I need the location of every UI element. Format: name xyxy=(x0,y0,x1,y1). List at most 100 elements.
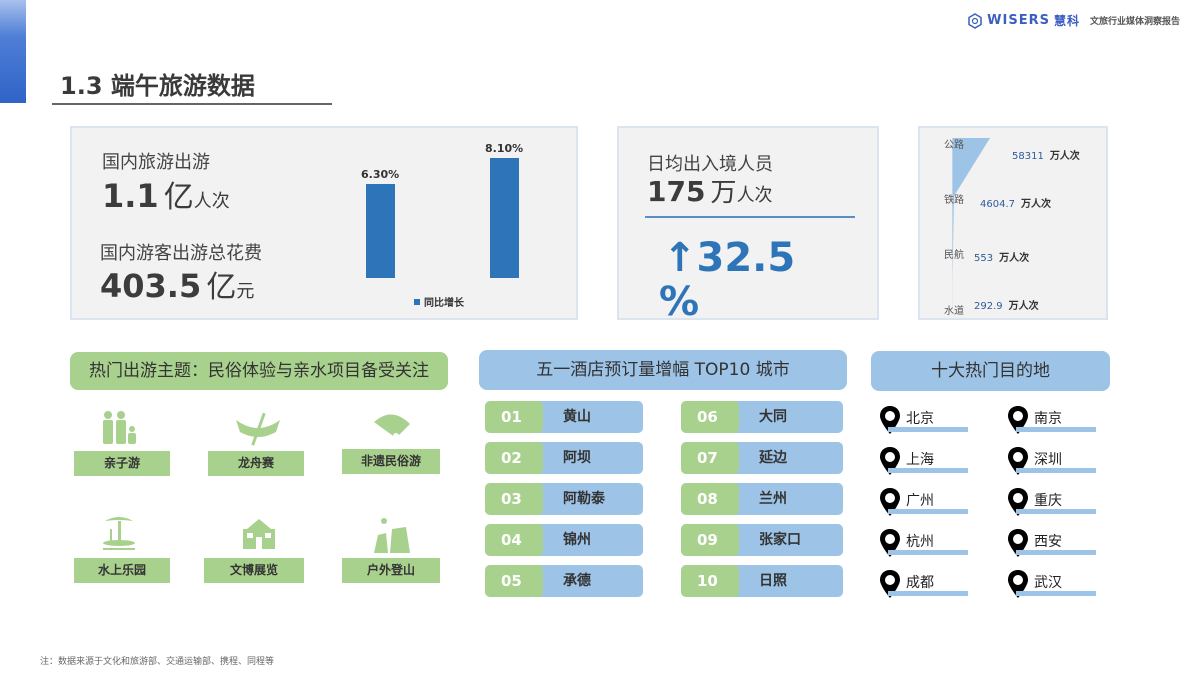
legend-label: 同比增长 xyxy=(424,298,464,309)
bar-trips-growth xyxy=(366,184,395,278)
rank-city: 锦州 xyxy=(563,532,591,548)
mode-label-rail: 铁路 xyxy=(944,195,964,206)
destination-item: 武汉 xyxy=(1008,566,1098,598)
underline xyxy=(1016,509,1096,514)
growth-value: 32.5 xyxy=(696,235,796,281)
mode-unit-water: 万人次 xyxy=(1008,301,1039,312)
destination-city: 重庆 xyxy=(1034,493,1062,509)
underline xyxy=(1016,468,1096,473)
underline xyxy=(888,509,968,514)
trips-label: 国内旅游出游 xyxy=(102,152,210,173)
destination-city: 深圳 xyxy=(1034,452,1062,468)
trips-value: 1.1 xyxy=(102,177,159,215)
rank-number: 02 xyxy=(485,442,543,474)
border-crossing-panel: 日均出入境人员 175 万人次 ↑32.5 % xyxy=(617,126,879,324)
mode-label-air: 民航 xyxy=(944,250,964,261)
underline xyxy=(888,468,968,473)
destination-city: 上海 xyxy=(906,452,934,468)
rank-city: 延边 xyxy=(759,450,787,466)
rank-city: 日照 xyxy=(759,573,787,589)
mode-unit-rail: 万人次 xyxy=(1021,199,1051,210)
left-accent-bar xyxy=(0,0,26,103)
mode-label-water: 水道 xyxy=(944,306,964,317)
themes-header-text: 热门出游主题：民俗体验与亲水项目备受关注 xyxy=(89,361,429,381)
hotel-ranks-right: 06 大同 07 延边 08 兰州 09 张家口 10 日照 xyxy=(681,401,843,597)
brand-name: WISERS xyxy=(987,13,1050,28)
mountain-icon xyxy=(374,518,410,553)
spend-value-row: 403.5 亿元 xyxy=(100,262,254,306)
brand-name-cn: 慧科 xyxy=(1053,14,1080,28)
report-name: 文旅行业媒体洞察报告 xyxy=(1089,17,1180,27)
rank-city: 黄山 xyxy=(563,409,591,425)
rank-number: 04 xyxy=(485,524,543,556)
destination-city: 北京 xyxy=(906,411,934,427)
border-unit-small: 人次 xyxy=(736,185,773,206)
canoe-icon xyxy=(236,412,280,446)
destinations-grid: 北京 南京 上海 深圳 广州 重庆 杭州 西安 成都 武汉 xyxy=(880,402,1108,598)
rank-item: 10 日照 xyxy=(681,565,843,597)
rank-city: 大同 xyxy=(759,409,787,425)
destination-item: 西安 xyxy=(1008,525,1098,557)
rank-number: 09 xyxy=(681,524,739,556)
spend-unit-small: 元 xyxy=(236,281,255,302)
theme-folk-heritage: 非遗民俗游 xyxy=(342,449,440,474)
mode-value-water-row: 292.9 万人次 xyxy=(974,294,1039,313)
mode-label-road: 公路 xyxy=(944,140,964,151)
spend-unit-big: 亿 xyxy=(206,270,237,305)
rank-number: 07 xyxy=(681,442,739,474)
rank-item: 03 阿勒泰 xyxy=(485,483,643,515)
destination-item: 广州 xyxy=(880,484,970,516)
divider-line xyxy=(645,216,855,218)
bar-label-1: 6.30% xyxy=(361,168,400,181)
destination-item: 北京 xyxy=(880,402,970,434)
mode-value-air: 553 xyxy=(974,253,994,264)
rank-city: 兰州 xyxy=(759,491,787,507)
mode-value-rail: 4604.7 xyxy=(980,199,1015,210)
brand-logo: WISERS 慧科 xyxy=(967,12,1080,29)
rank-number: 10 xyxy=(681,565,739,597)
bar-label-2: 8.10% xyxy=(485,142,524,155)
destination-item: 重庆 xyxy=(1008,484,1098,516)
mode-value-air-row: 553 万人次 xyxy=(974,246,1029,265)
page-title-wrap: 1.3 端午旅游数据 xyxy=(52,66,332,105)
fan-icon xyxy=(374,414,410,439)
rank-number: 01 xyxy=(485,401,543,433)
rank-number: 06 xyxy=(681,401,739,433)
underline xyxy=(1016,591,1096,596)
rank-item: 08 兰州 xyxy=(681,483,843,515)
mode-value-road-row: 58311 万人次 xyxy=(1012,144,1080,163)
destination-city: 成都 xyxy=(906,575,934,591)
trips-unit-small: 人次 xyxy=(193,191,230,212)
rank-city: 承德 xyxy=(563,573,591,589)
page-title: 1.3 端午旅游数据 xyxy=(60,72,255,100)
funnel-chart xyxy=(952,138,990,309)
destination-item: 南京 xyxy=(1008,402,1098,434)
mode-value-rail-row: 4604.7 万人次 xyxy=(980,192,1051,211)
rank-item: 07 延边 xyxy=(681,442,843,474)
bar-spend-growth xyxy=(490,158,519,278)
mode-value-water: 292.9 xyxy=(974,301,1003,312)
underline xyxy=(888,550,968,555)
mode-value-road: 58311 xyxy=(1012,151,1044,162)
destination-city: 广州 xyxy=(906,493,934,509)
rank-item: 06 大同 xyxy=(681,401,843,433)
trips-unit-big: 亿 xyxy=(163,180,194,215)
trips-value-row: 1.1 亿人次 xyxy=(102,172,230,216)
up-arrow-icon: ↑ xyxy=(663,235,697,281)
footnote: 注：数据来源于文化和旅游部、交通运输部、携程、同程等 xyxy=(40,657,275,667)
theme-museum: 文博展览 xyxy=(204,558,304,583)
brand-header: WISERS 慧科 文旅行业媒体洞察报告 xyxy=(967,12,1180,29)
rank-city: 张家口 xyxy=(759,532,801,548)
underline xyxy=(1016,427,1096,432)
theme-dragon-boat: 龙舟赛 xyxy=(208,451,304,476)
underline xyxy=(1016,550,1096,555)
theme-water-park: 水上乐园 xyxy=(74,558,170,583)
destination-item: 杭州 xyxy=(880,525,970,557)
rank-item: 05 承德 xyxy=(485,565,643,597)
mode-unit-road: 万人次 xyxy=(1049,151,1080,162)
underline xyxy=(888,427,968,432)
theme-hiking: 户外登山 xyxy=(342,558,440,583)
rank-item: 04 锦州 xyxy=(485,524,643,556)
palm-island-icon xyxy=(103,517,135,550)
hotel-top10-header: 五一酒店预订量增幅 TOP10 城市 xyxy=(479,350,847,390)
